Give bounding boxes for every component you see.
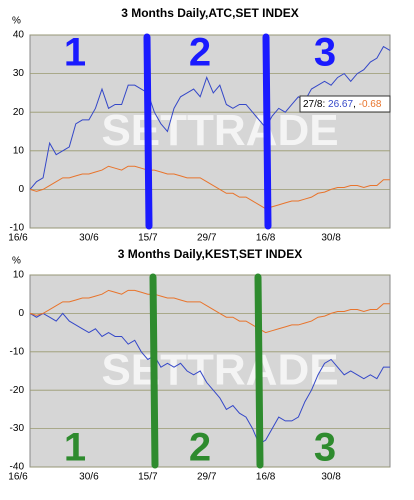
- watermark: SETTRADE: [101, 346, 338, 395]
- tooltip: 27/8: 26.67, -0.68: [303, 99, 382, 110]
- series-line: [29, 45, 391, 190]
- x-tick-label: 29/7: [197, 472, 217, 483]
- y-axis-label: %: [12, 16, 21, 27]
- y-tick-label: 30: [13, 68, 25, 79]
- y-tick-label: 20: [13, 107, 25, 118]
- x-tick-label: 30/8: [321, 472, 341, 483]
- annotation: 1: [64, 31, 86, 75]
- annotation-line: [254, 273, 264, 469]
- x-tick-label: 30/6: [79, 233, 99, 244]
- x-tick-label: 16/6: [8, 233, 28, 244]
- y-tick-label: 10: [13, 270, 25, 281]
- annotation: 3: [314, 426, 336, 470]
- y-axis-label: %: [12, 256, 21, 267]
- tooltip-part: 26.67: [328, 99, 353, 110]
- annotation: 1: [64, 426, 86, 470]
- x-tick-label: 30/8: [321, 233, 341, 244]
- y-tick-label: -10: [10, 223, 25, 234]
- plot-area: [29, 34, 391, 229]
- x-tick-label: 15/7: [138, 472, 158, 483]
- y-tick-label: -30: [10, 423, 25, 434]
- chart-title: 3 Months Daily,ATC,SET INDEX: [121, 6, 299, 20]
- annotation-line: [143, 33, 153, 230]
- tooltip-box: [299, 95, 391, 113]
- y-tick-label: 40: [13, 30, 25, 41]
- tooltip-part: 27/8:: [303, 99, 325, 110]
- series-line: [29, 165, 390, 210]
- x-tick-label: 30/6: [79, 472, 99, 483]
- annotation-line: [149, 273, 159, 469]
- annotation: 3: [314, 31, 336, 75]
- x-tick-label: 29/7: [197, 233, 217, 244]
- plot-area: [29, 274, 391, 468]
- tooltip-part: ,: [353, 99, 356, 110]
- annotation-line: [262, 33, 272, 230]
- y-tick-label: -20: [10, 385, 25, 396]
- y-tick-label: 0: [18, 308, 24, 319]
- watermark: SETTRADE: [101, 106, 338, 155]
- x-tick-label: 15/7: [138, 233, 158, 244]
- x-tick-label: 16/6: [8, 472, 28, 483]
- chart-title: 3 Months Daily,KEST,SET INDEX: [118, 247, 302, 261]
- y-tick-label: 10: [13, 145, 25, 156]
- x-tick-label: 16/8: [256, 472, 276, 483]
- series-line: [29, 289, 390, 334]
- y-tick-label: -10: [10, 346, 25, 357]
- x-tick-label: 16/8: [256, 233, 276, 244]
- tooltip-part: -0.68: [359, 99, 382, 110]
- series-line: [29, 312, 390, 445]
- y-tick-label: 0: [18, 184, 24, 195]
- annotation: 2: [189, 31, 211, 75]
- y-tick-label: -40: [10, 462, 25, 473]
- annotation: 2: [189, 426, 211, 470]
